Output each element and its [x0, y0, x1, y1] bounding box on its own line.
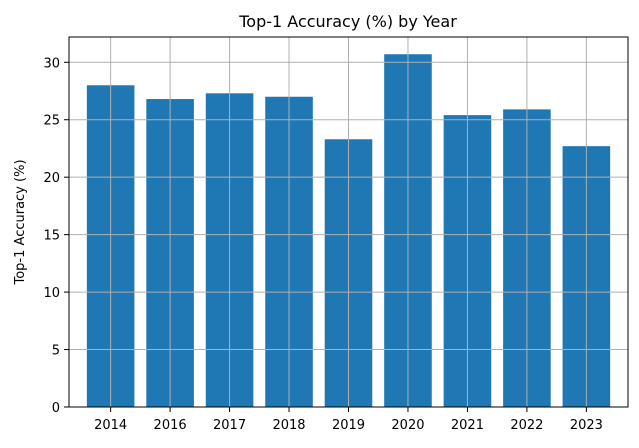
x-tick-label: 2021	[451, 418, 484, 433]
y-tick-label: 20	[43, 171, 60, 186]
grid-lines-over-bars	[69, 37, 628, 408]
x-tick-label: 2014	[94, 418, 127, 433]
x-tick-label: 2017	[213, 418, 246, 433]
y-tick-label: 0	[52, 401, 60, 416]
x-tick-label: 2022	[510, 418, 543, 433]
x-tick-label: 2023	[570, 418, 603, 433]
chart-title: Top-1 Accuracy (%) by Year	[238, 12, 457, 31]
y-tick-label: 30	[43, 56, 60, 71]
x-tick-label: 2016	[154, 418, 187, 433]
x-tick-label: 2018	[272, 418, 305, 433]
y-axis-ticks: 0 5 10 15 20 25 30	[43, 56, 69, 416]
y-tick-label: 15	[43, 229, 60, 244]
y-tick-label: 10	[43, 286, 60, 301]
y-axis-title: Top-1 Accuracy (%)	[13, 159, 28, 285]
y-tick-label: 25	[43, 114, 60, 129]
x-tick-label: 2019	[332, 418, 365, 433]
y-tick-label: 5	[52, 344, 60, 359]
x-axis-ticks: 2014 2016 2017 2018 2019 2020 2021 2022 2023	[94, 407, 603, 433]
x-tick-label: 2020	[391, 418, 424, 433]
